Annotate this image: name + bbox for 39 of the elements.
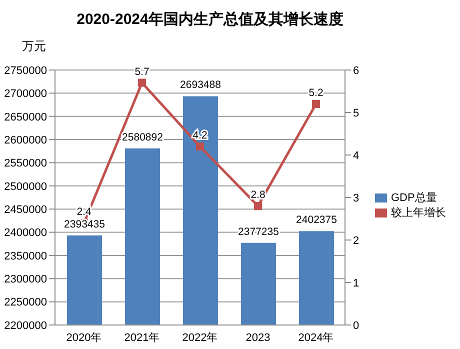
y-tick-label: 2650000 — [4, 111, 47, 124]
y-tick-label: 2750000 — [4, 64, 47, 77]
data-label: 2693488 — [180, 79, 222, 92]
point — [312, 100, 320, 108]
x-tick-label: 2024年 — [298, 332, 334, 344]
x-tick-label: 2022年 — [182, 332, 218, 344]
y-tick-label: 2250000 — [4, 296, 47, 309]
y2-tick-label: 0 — [353, 320, 360, 332]
data-label: 2377235 — [238, 226, 280, 238]
point — [254, 202, 262, 210]
data-label: 2402375 — [296, 214, 338, 226]
chart-title: 2020-2024年国内生产总值及其增长速度 — [76, 10, 344, 29]
y2-tick-label: 4 — [353, 150, 360, 162]
point — [138, 78, 146, 87]
data-label: 5.7 — [134, 66, 150, 78]
y-tick-label: 2700000 — [4, 88, 47, 100]
y-tick-label: 2200000 — [4, 320, 47, 332]
y-tick-label: 2400000 — [4, 227, 47, 240]
y2-tick-label: 1 — [353, 277, 360, 290]
y-tick-label: 2450000 — [4, 204, 47, 216]
y2-tick-label: 3 — [353, 192, 360, 204]
y-tick-label: 2500000 — [4, 180, 47, 193]
y-axis-title: 万元 — [22, 38, 46, 55]
x-tick-label: 2023 — [246, 332, 270, 344]
y2-tick-label: 2 — [353, 234, 360, 247]
x-tick-label: 2020年 — [66, 332, 102, 344]
x-tick-label: 2021年 — [124, 332, 160, 344]
legend-label: 较上年增长 — [391, 206, 446, 218]
data-label: 4.2 — [192, 130, 208, 142]
y-tick-label: 2600000 — [4, 134, 47, 146]
data-label: 5.2 — [308, 87, 324, 99]
data-label: 2580892 — [122, 131, 164, 144]
point — [196, 142, 204, 150]
y2-tick-label: 5 — [353, 107, 360, 120]
y-tick-label: 2550000 — [4, 158, 47, 170]
y-tick-label: 2350000 — [4, 250, 47, 262]
y2-tick-label: 6 — [353, 64, 360, 77]
y-tick-label: 2300000 — [4, 274, 47, 286]
legend-label: GDP总量 — [391, 192, 437, 204]
